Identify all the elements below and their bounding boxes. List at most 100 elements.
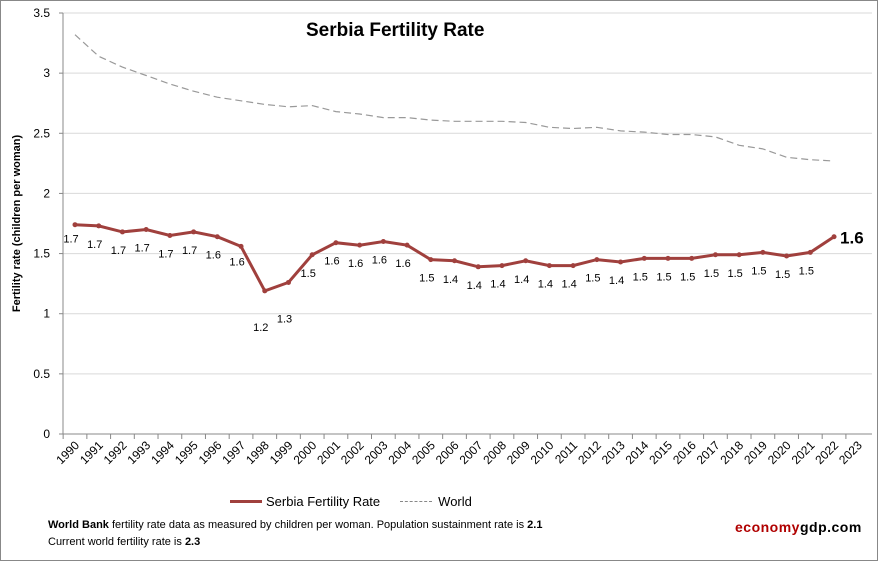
y-axis-title: Fertility rate (children per woman): [11, 135, 23, 313]
x-tick-label: 2014: [623, 438, 652, 467]
serbia-point: [380, 239, 386, 245]
serbia-point: [285, 279, 291, 285]
data-label: 1.4: [561, 279, 576, 291]
serbia-point: [428, 257, 434, 263]
x-tick-label: 2020: [765, 438, 794, 467]
data-label: 1.6: [324, 256, 339, 268]
legend: Serbia Fertility Rate World: [230, 494, 472, 509]
serbia-point: [72, 222, 78, 228]
data-label: 1.5: [799, 265, 814, 277]
data-label: 1.6: [348, 258, 363, 270]
data-label: 1.5: [301, 268, 316, 280]
data-label: 1.5: [775, 269, 790, 281]
y-tick-label: 3: [43, 66, 50, 80]
x-tick-label: 1993: [124, 438, 153, 467]
x-tick-label: 2005: [409, 438, 438, 467]
serbia-point: [357, 242, 363, 248]
x-tick-label: 2015: [646, 438, 675, 467]
serbia-point: [784, 253, 790, 259]
brand-logo[interactable]: economygdp.com: [735, 519, 862, 535]
x-tick-label: 1990: [53, 438, 82, 467]
legend-world-label: World: [438, 494, 472, 509]
x-tick-label: 2007: [457, 438, 486, 467]
x-tick-label: 2019: [741, 438, 770, 467]
x-tick-label: 1996: [196, 438, 225, 467]
x-tick-label: 1998: [243, 438, 272, 467]
data-label: 1.2: [253, 322, 268, 334]
data-label: 1.7: [63, 234, 78, 246]
legend-world-swatch: [400, 501, 433, 502]
data-label: 1.4: [443, 274, 458, 286]
data-label: 1.5: [680, 271, 695, 283]
serbia-point: [404, 242, 410, 248]
data-label: 1.7: [158, 249, 173, 261]
x-tick-label: 2006: [433, 438, 462, 467]
x-tick-label: 2003: [362, 438, 391, 467]
serbia-point: [712, 252, 718, 258]
x-tick-label: 2023: [836, 438, 865, 467]
serbia-point: [333, 240, 339, 246]
y-tick-label: 3.5: [33, 6, 50, 20]
data-label: 1.7: [111, 245, 126, 257]
data-label: 1.5: [751, 265, 766, 277]
x-tick-label: 2022: [812, 438, 841, 467]
x-tick-label: 2009: [504, 438, 533, 467]
serbia-point: [665, 255, 671, 261]
footnote: World Bank fertility rate data as measur…: [48, 517, 542, 551]
source-name: World Bank: [48, 519, 109, 531]
x-tick-label: 2004: [385, 438, 414, 467]
data-label: 1.4: [609, 275, 624, 287]
serbia-point: [309, 252, 315, 258]
x-tick-label: 2001: [314, 438, 343, 467]
x-tick-label: 2021: [789, 438, 818, 467]
data-label: 1.5: [585, 273, 600, 285]
data-label: 1.5: [704, 268, 719, 280]
x-tick-label: 2000: [291, 438, 320, 467]
x-tick-label: 1997: [219, 438, 248, 467]
x-tick-label: 1994: [148, 438, 177, 467]
y-tick-label: 0.5: [33, 367, 50, 381]
data-label: 1.5: [633, 271, 648, 283]
data-label: 1.5: [728, 268, 743, 280]
x-tick-label: 1995: [172, 438, 201, 467]
data-label: 1.4: [514, 274, 529, 286]
x-tick-label: 1991: [77, 438, 106, 467]
serbia-point: [736, 252, 742, 258]
data-label-latest: 1.6: [840, 229, 864, 248]
serbia-point: [807, 249, 813, 255]
legend-serbia-swatch: [230, 500, 262, 503]
x-tick-label: 1992: [101, 438, 130, 467]
legend-serbia-label: Serbia Fertility Rate: [266, 494, 381, 509]
x-tick-label: 2008: [480, 438, 509, 467]
chart-title: Serbia Fertility Rate: [306, 20, 485, 41]
data-label: 1.5: [656, 271, 671, 283]
y-tick-label: 2: [43, 186, 50, 200]
serbia-point: [546, 263, 552, 269]
serbia-point: [119, 229, 125, 235]
data-label: 1.4: [538, 279, 553, 291]
serbia-point: [594, 257, 600, 263]
y-tick-label: 1.5: [33, 247, 50, 261]
x-tick-label: 2017: [694, 438, 723, 467]
serbia-point: [452, 258, 458, 264]
serbia-point: [475, 264, 481, 270]
data-label: 1.4: [467, 280, 482, 292]
x-tick-label: 2011: [552, 438, 580, 466]
x-tick-label: 1999: [267, 438, 296, 467]
serbia-point: [262, 288, 268, 294]
serbia-point: [214, 234, 220, 240]
data-label: 1.5: [419, 273, 434, 285]
serbia-point: [641, 255, 647, 261]
source-text: fertility rate data as measured by child…: [108, 519, 528, 531]
data-label: 1.6: [206, 250, 221, 262]
data-label: 1.6: [395, 258, 410, 270]
data-label: 1.6: [372, 255, 387, 267]
world-rate: 2.3: [184, 536, 201, 548]
y-tick-label: 0: [43, 427, 50, 441]
x-tick-label: 2016: [670, 438, 699, 467]
serbia-point: [238, 243, 244, 249]
y-tick-label: 2.5: [33, 126, 50, 140]
series-world-line: [74, 34, 835, 162]
data-label: 1.7: [87, 239, 102, 251]
x-tick-label: 2013: [599, 438, 628, 467]
